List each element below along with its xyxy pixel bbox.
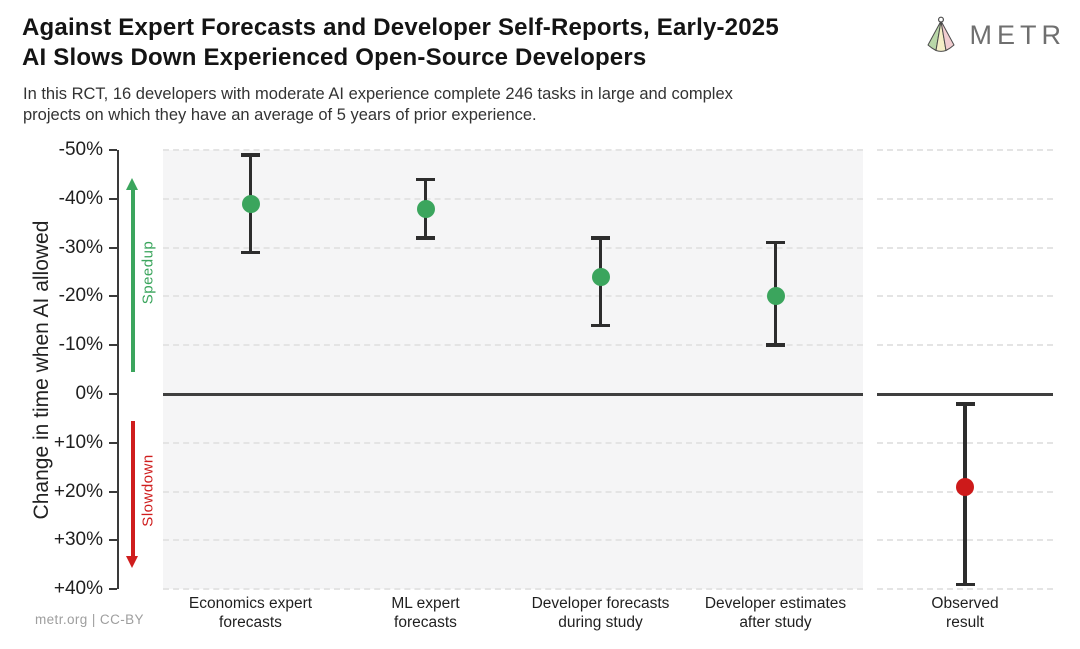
y-axis-tick [109, 588, 117, 591]
x-axis-label-line: result [946, 614, 984, 631]
speedup-arrowhead-icon [126, 178, 138, 190]
page-title-line-1: Against Expert Forecasts and Developer S… [22, 14, 779, 41]
gridline [163, 588, 863, 591]
y-axis-tick [109, 344, 117, 347]
x-axis-label-line: Developer estimates [704, 595, 847, 612]
gridline [163, 246, 863, 249]
x-axis-label-line: Observed [931, 595, 999, 612]
zero-line [163, 393, 863, 396]
x-axis-label-line: Economics expert [188, 595, 313, 612]
x-axis-label-line: during study [558, 614, 643, 631]
gridline [877, 344, 1053, 347]
x-axis-label-line: forecasts [394, 614, 457, 631]
x-axis-label-developer-forecasts-during-study: Developer forecasts during study [506, 594, 696, 632]
speedup-arrow-icon [131, 189, 135, 372]
y-axis-tick [109, 246, 117, 249]
gridline [163, 149, 863, 151]
zero-line [877, 393, 1053, 396]
metr-logo: METR [921, 14, 1067, 56]
slowdown-arrowhead-icon [126, 556, 138, 568]
speedup-label: Speedup [139, 240, 157, 305]
y-axis-tick-label: +40% [53, 578, 103, 600]
point-marker-developer-forecasts-during-study [591, 267, 610, 286]
y-axis-tick [109, 441, 117, 444]
gridline [163, 539, 863, 542]
plot-panel-forecasts [163, 150, 863, 590]
x-axis-label-observed-result: Observed result [870, 594, 1060, 632]
errorbar-cap-top-ml-expert-forecasts [416, 177, 435, 182]
y-axis-tick-label: -10% [58, 334, 103, 356]
y-axis-tick-label: -40% [58, 187, 103, 209]
gridline [877, 295, 1053, 298]
errorbar-cap-bottom-observed-result [955, 582, 975, 587]
errorbar-cap-bottom-developer-forecasts-during-study [591, 323, 610, 328]
y-axis-tick [109, 539, 117, 542]
gridline [877, 149, 1053, 151]
errorbar-cap-top-observed-result [955, 402, 975, 406]
errorbar-cap-top-developer-estimates-after-study [766, 240, 785, 245]
y-axis-title: Change in time when AI allowed [30, 220, 53, 520]
y-axis-tick-label: +20% [53, 480, 103, 502]
gridline [877, 246, 1053, 249]
y-axis-tick-label: -30% [58, 236, 103, 258]
point-marker-developer-estimates-after-study [766, 287, 785, 306]
gridline [163, 441, 863, 444]
errorbar-cap-bottom-ml-expert-forecasts [416, 236, 435, 240]
gridline [877, 197, 1053, 200]
errorbar-cap-bottom-developer-estimates-after-study [766, 343, 785, 347]
x-axis-label-line: ML expert [391, 595, 460, 612]
y-axis-tick [109, 393, 117, 395]
chart-subtitle-line-1: In this RCT, 16 developers with moderate… [23, 85, 733, 103]
metr-logo-text: METR [969, 19, 1066, 50]
point-marker-ml-expert-forecasts [416, 199, 435, 218]
x-axis-label-developer-estimates-after-study: Developer estimates after study [681, 594, 871, 632]
point-marker-observed-result [956, 477, 974, 496]
y-axis-tick [109, 149, 117, 151]
chart-subtitle: In this RCT, 16 developers with moderate… [23, 84, 733, 126]
metr-fan-icon [921, 14, 961, 56]
x-axis-label-ml-expert-forecasts: ML expert forecasts [331, 594, 521, 632]
point-marker-economics-expert-forecasts [241, 194, 260, 213]
footer-credit: metr.org | CC-BY [35, 612, 144, 627]
y-axis-tick [109, 197, 117, 200]
chart-subtitle-line-2: projects on which they have an average o… [23, 106, 537, 124]
x-axis-label-economics-expert-forecasts: Economics expert forecasts [156, 594, 346, 632]
y-axis-tick-label: +10% [53, 431, 103, 453]
y-axis-tick-label: -20% [58, 285, 103, 307]
y-axis-tick-label: 0% [75, 383, 103, 404]
gridline [163, 197, 863, 200]
y-axis-line [117, 150, 119, 590]
y-axis-tick-label: +30% [53, 529, 103, 551]
gridline [877, 588, 1053, 591]
slowdown-label: Slowdown [139, 454, 157, 527]
page-title-line-2: AI Slows Down Experienced Open-Source De… [22, 44, 647, 71]
errorbar-cap-bottom-economics-expert-forecasts [241, 250, 260, 255]
y-axis-tick [109, 295, 117, 298]
gridline [163, 490, 863, 493]
gridline [163, 344, 863, 347]
errorbar-cap-top-economics-expert-forecasts [241, 153, 260, 157]
slowdown-arrow-icon [131, 421, 135, 557]
errorbar-cap-top-developer-forecasts-during-study [591, 236, 610, 240]
x-axis-label-line: after study [739, 614, 812, 631]
y-axis-tick [109, 490, 117, 493]
x-axis-label-line: Developer forecasts [531, 595, 670, 612]
x-axis-label-line: forecasts [219, 614, 282, 631]
page-title: Against Expert Forecasts and Developer S… [22, 13, 779, 73]
gridline [163, 295, 863, 298]
y-axis-tick-label: -50% [58, 139, 103, 160]
